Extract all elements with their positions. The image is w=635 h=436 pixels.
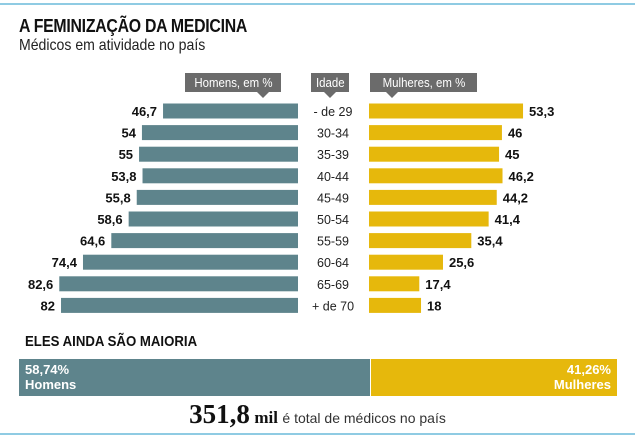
top-rule [0, 3, 635, 5]
age-label: 30-34 [317, 127, 349, 141]
women-value-label: 53,3 [529, 104, 554, 119]
men-share-bar: 58,74% Homens [19, 359, 371, 396]
women-bar [369, 146, 500, 162]
men-bar [111, 233, 298, 249]
age-label: 50-54 [317, 213, 349, 227]
age-label: - de 29 [314, 105, 353, 119]
women-share-label: Mulheres [553, 377, 611, 392]
women-bar [369, 211, 489, 227]
women-value-label: 45 [505, 147, 519, 162]
women-value-label: 35,4 [477, 234, 503, 249]
women-value-label: 25,6 [449, 255, 474, 270]
men-value-label: 58,6 [97, 212, 122, 227]
women-value-label: 41,4 [495, 212, 521, 227]
men-value-label: 82 [41, 298, 55, 313]
women-bar [369, 103, 524, 119]
women-value-label: 17,4 [425, 277, 451, 292]
men-share-label: Homens [25, 377, 77, 392]
men-value-label: 55 [119, 147, 133, 162]
women-header-label: Mulheres, em % [382, 75, 465, 90]
men-bar [128, 211, 298, 227]
women-value-label: 46 [508, 126, 522, 141]
section-title: ELES AINDA SÃO MAIORIA [25, 333, 198, 350]
women-bar [369, 168, 503, 184]
age-label: 35-39 [317, 148, 349, 162]
men-value-label: 82,6 [28, 277, 53, 292]
bottom-rule [0, 433, 635, 435]
age-label: 65-69 [317, 278, 349, 292]
women-bar [369, 125, 502, 141]
women-share-value: 41,26% [566, 362, 611, 377]
men-bar [82, 254, 298, 270]
age-label: 45-49 [317, 191, 349, 205]
men-bar [142, 168, 298, 184]
women-bar [369, 254, 443, 270]
women-share-bar: 41,26% Mulheres [371, 359, 617, 396]
men-bar [136, 189, 298, 205]
age-label: 60-64 [317, 256, 349, 270]
men-bar [139, 146, 298, 162]
men-value-label: 54 [121, 126, 136, 141]
age-label: 40-44 [317, 170, 349, 184]
total-text: é total de médicos no país [282, 410, 446, 426]
total-unit: mil [254, 408, 278, 427]
age-header-label: Idade [315, 75, 345, 90]
men-bar [163, 103, 298, 119]
women-value-label: 18 [427, 298, 441, 313]
men-value-label: 46,7 [132, 104, 157, 119]
men-share-value: 58,74% [25, 362, 70, 377]
women-bar [369, 276, 420, 292]
chart-subtitle: Médicos em atividade no país [19, 37, 206, 54]
pyramid-chart: 46,7 53,3 - de 29 54 46 30-34 55 45 35-39 53,8 46,… [28, 103, 554, 313]
men-value-label: 55,8 [105, 190, 130, 205]
women-value-label: 46,2 [509, 169, 534, 184]
age-header: Idade [311, 73, 349, 98]
total-number: 351,8 [189, 399, 250, 429]
men-value-label: 53,8 [111, 169, 136, 184]
age-label: 55-59 [317, 235, 349, 249]
men-bar [141, 125, 298, 141]
women-bar [369, 189, 497, 205]
men-header: Homens, em % [185, 73, 281, 98]
men-bar [61, 297, 298, 313]
women-bar [369, 233, 472, 249]
men-value-label: 74,4 [52, 255, 78, 270]
men-bar [59, 276, 299, 292]
total-line: 351,8 mil é total de médicos no país [0, 399, 635, 430]
men-header-label: Homens, em % [193, 75, 273, 90]
age-label: + de 70 [312, 299, 354, 313]
women-header: Mulheres, em % [370, 73, 477, 98]
women-value-label: 44,2 [503, 190, 528, 205]
women-bar [369, 297, 422, 313]
chart-title: A FEMINIZAÇÃO DA MEDICINA [19, 16, 248, 36]
men-value-label: 64,6 [80, 234, 105, 249]
